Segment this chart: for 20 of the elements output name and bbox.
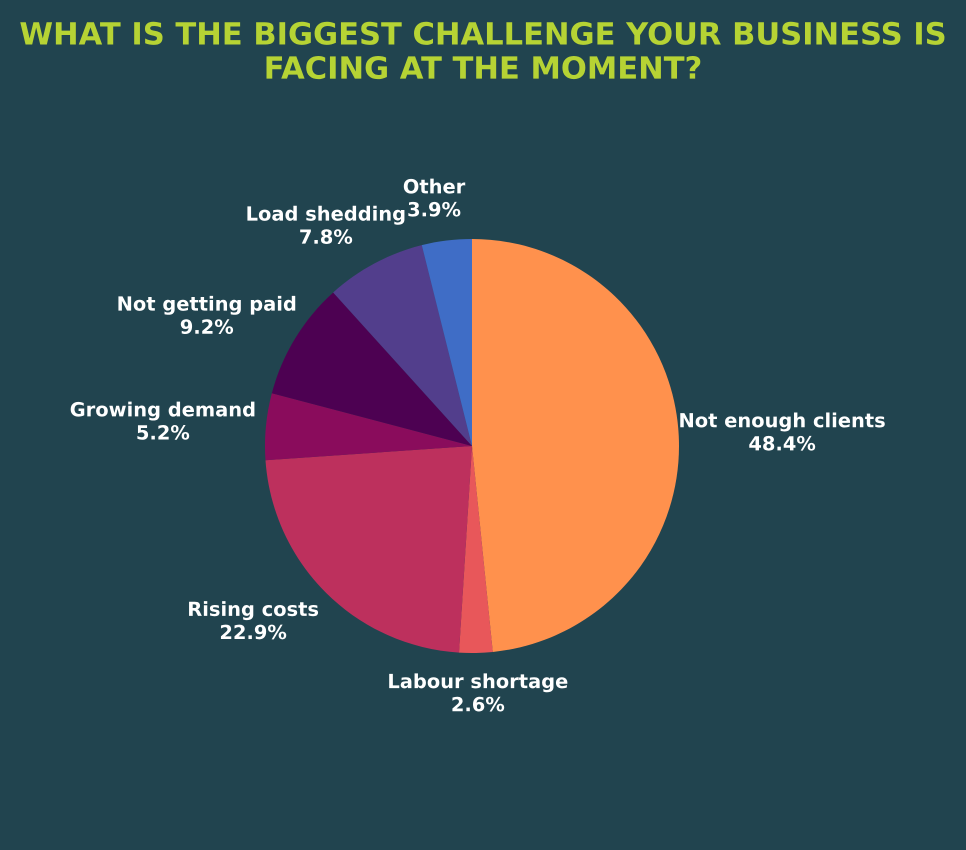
slice-label: Not enough clients xyxy=(680,412,885,432)
slice-label: Load shedding xyxy=(247,206,404,225)
chart-title: WHAT IS THE BIGGEST CHALLENGE YOUR BUSINESS IS FACING AT THE MOMENT? xyxy=(20,22,944,80)
pie-slice xyxy=(422,239,472,446)
slice-label: Not getting paid xyxy=(118,296,296,315)
slice-label: Rising costs xyxy=(189,601,318,620)
data-label: 9.2% xyxy=(180,319,234,334)
slice-label: Labour shortage xyxy=(389,673,568,692)
data-label: 48.4% xyxy=(749,436,816,451)
slice-label: Growing demand xyxy=(70,402,254,421)
data-label: 5.2% xyxy=(137,425,190,440)
slice-label: Other xyxy=(404,178,466,194)
pie-slice xyxy=(459,446,493,653)
pie-slice xyxy=(333,245,472,446)
data-label: 22.9% xyxy=(220,624,286,640)
data-label: 7.8% xyxy=(300,229,352,244)
data-label: 2.6% xyxy=(452,696,504,712)
pie-slice xyxy=(265,393,472,460)
pie-slice xyxy=(472,239,679,652)
data-label: 3.9% xyxy=(408,202,460,217)
